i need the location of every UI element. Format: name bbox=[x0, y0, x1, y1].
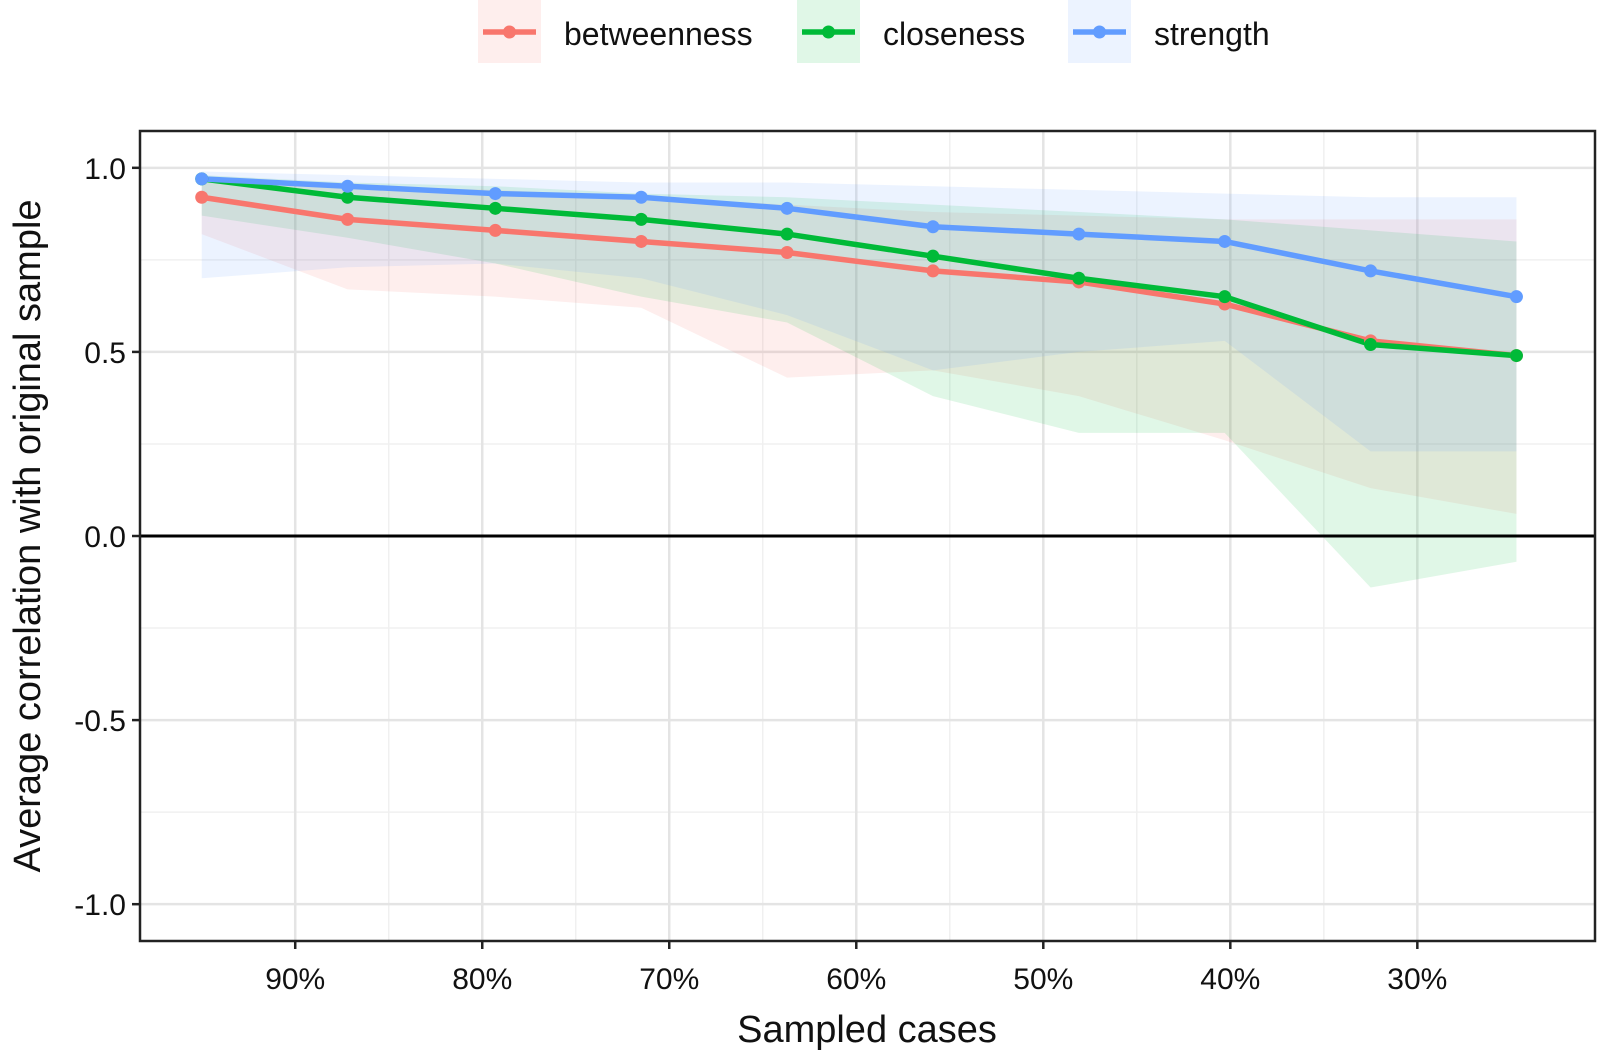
x-axis: 90% 80% 70% 60% 50% 40% 30% bbox=[265, 941, 1447, 996]
strength-point bbox=[488, 187, 502, 201]
legend: betweenness closeness strength bbox=[478, 0, 1270, 63]
legend-label-closeness: closeness bbox=[883, 16, 1025, 52]
series-points bbox=[195, 172, 1523, 363]
legend-label-betweenness: betweenness bbox=[564, 16, 753, 52]
strength-point bbox=[1364, 264, 1378, 278]
betweenness-point bbox=[195, 190, 209, 204]
x-tick-label: 40% bbox=[1200, 963, 1260, 996]
betweenness-point bbox=[634, 234, 648, 248]
x-tick-label: 60% bbox=[826, 963, 886, 996]
y-tick-label: 0.0 bbox=[84, 521, 126, 554]
x-tick-label: 70% bbox=[639, 963, 699, 996]
x-tick-label: 80% bbox=[452, 963, 512, 996]
strength-point bbox=[780, 201, 794, 215]
betweenness-point bbox=[488, 223, 502, 237]
y-tick-label: 1.0 bbox=[84, 153, 126, 186]
strength-point bbox=[634, 190, 648, 204]
betweenness-band bbox=[201, 178, 1517, 514]
series-lines bbox=[198, 176, 1520, 359]
legend-point-closeness bbox=[822, 25, 835, 39]
closeness-point bbox=[1218, 290, 1232, 304]
strength-point bbox=[926, 220, 940, 234]
legend-point-strength bbox=[1093, 25, 1106, 39]
y-tick-label: -0.5 bbox=[74, 705, 126, 738]
closeness-point bbox=[780, 227, 794, 241]
closeness-point bbox=[926, 249, 940, 263]
x-tick-label: 50% bbox=[1013, 963, 1073, 996]
strength-line bbox=[198, 176, 1520, 300]
betweenness-point bbox=[341, 212, 355, 226]
y-axis-title: Average correlation with original sample bbox=[7, 199, 49, 872]
strength-point bbox=[341, 179, 355, 193]
closeness-point bbox=[488, 201, 502, 215]
closeness-point bbox=[1072, 271, 1086, 285]
betweenness-point bbox=[780, 246, 794, 259]
y-axis: 1.0 0.5 0.0 -0.5 -1.0 bbox=[74, 153, 140, 922]
strength-point bbox=[1509, 290, 1523, 304]
legend-item-closeness: closeness bbox=[797, 0, 1025, 63]
closeness-line bbox=[198, 176, 1520, 359]
betweenness-point bbox=[926, 264, 940, 278]
x-tick-label: 30% bbox=[1387, 963, 1447, 996]
closeness-band bbox=[201, 175, 1517, 588]
y-tick-label: 0.5 bbox=[84, 337, 126, 370]
legend-item-betweenness: betweenness bbox=[478, 0, 753, 63]
y-tick-label: -1.0 bbox=[74, 889, 126, 922]
closeness-point bbox=[634, 212, 648, 226]
strength-point bbox=[1072, 227, 1086, 241]
x-axis-title: Sampled cases bbox=[737, 1009, 997, 1051]
closeness-point bbox=[1364, 338, 1378, 352]
x-tick-label: 90% bbox=[265, 963, 325, 996]
strength-point bbox=[195, 172, 209, 186]
legend-point-betweenness bbox=[503, 25, 516, 39]
closeness-point bbox=[341, 190, 355, 204]
legend-label-strength: strength bbox=[1154, 16, 1270, 52]
closeness-point bbox=[1509, 349, 1523, 363]
legend-item-strength: strength bbox=[1068, 0, 1270, 63]
strength-point bbox=[1218, 234, 1232, 248]
